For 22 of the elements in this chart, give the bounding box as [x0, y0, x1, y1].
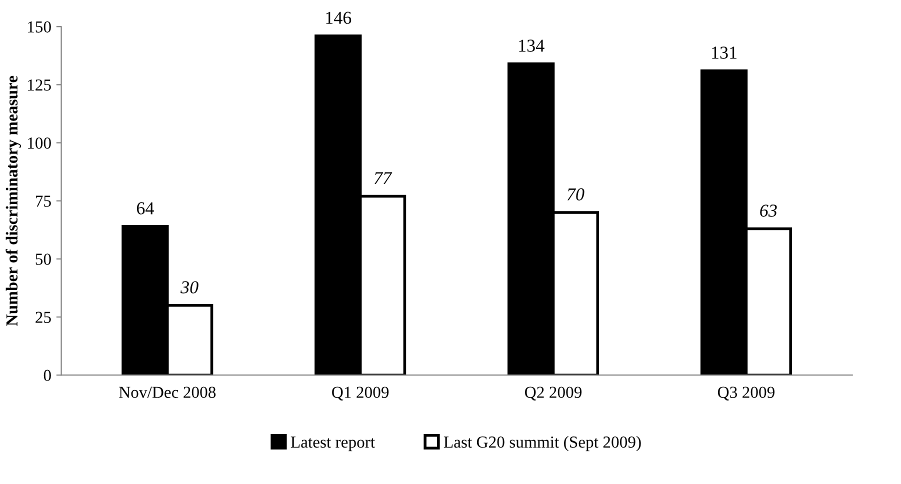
data-label: 77	[374, 172, 392, 184]
x-tick-label: Nov/Dec 2008	[119, 386, 216, 398]
data-label: 146	[326, 12, 352, 24]
x-tick-label: Q3 2009	[718, 386, 774, 400]
y-tick-label: 100	[28, 137, 51, 149]
y-tick-label: 0	[44, 370, 51, 382]
y-tick-label: 125	[28, 79, 51, 91]
legend-label: Last G20 summit (Sept 2009)	[444, 436, 641, 452]
data-label: 70	[568, 188, 584, 200]
x-tick-label: Q2 2009	[525, 386, 582, 400]
y-tick-label: 50	[36, 254, 51, 265]
y-tick-label: 25	[36, 312, 51, 323]
y-axis-title: Number of discriminatory measure	[6, 76, 21, 326]
data-label: 131	[712, 46, 736, 59]
legend-label: Latest report	[290, 436, 375, 452]
data-label: 63	[760, 204, 777, 217]
data-label: 30	[180, 281, 198, 294]
data-label: 134	[519, 40, 544, 52]
y-tick-label: 150	[28, 21, 51, 33]
x-tick-label: Q1 2009	[332, 386, 389, 400]
data-label: 64	[136, 202, 154, 214]
y-tick-label: 75	[36, 196, 51, 207]
